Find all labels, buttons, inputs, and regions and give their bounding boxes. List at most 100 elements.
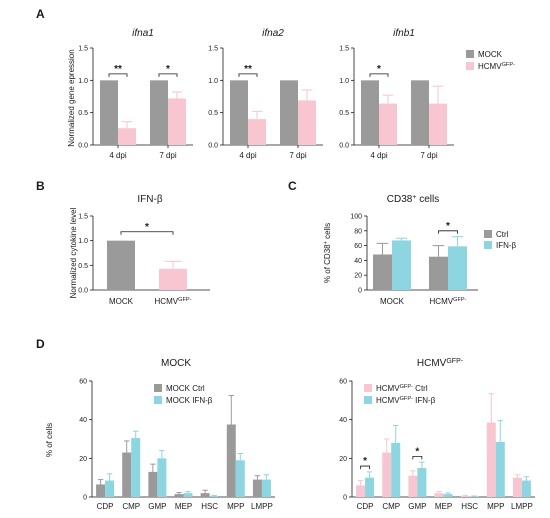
panel-letter-A: A <box>36 7 45 21</box>
bar-hcmv <box>248 119 266 145</box>
y-tick-label: 20 <box>339 456 347 463</box>
chart-title-d-mock: MOCK <box>161 358 191 369</box>
y-tick-label: 20 <box>79 456 87 463</box>
x-tick-label: LMPP <box>511 502 533 511</box>
bar-ctrl <box>382 452 392 497</box>
x-tick-label: HSC <box>461 502 478 511</box>
bar-ctrl <box>356 485 366 497</box>
x-tick-label: GMP <box>408 502 426 511</box>
significance-bracket <box>369 73 389 77</box>
bar-ifnb <box>391 442 401 497</box>
bar-ifnb <box>521 480 531 497</box>
y-tick-label: 0.5 <box>339 110 349 117</box>
bar-ctrl <box>252 479 262 497</box>
y-tick-label: 0 <box>343 495 347 502</box>
x-tick-label: HCMVGFP- <box>430 297 467 306</box>
bar-ctrl <box>460 496 470 497</box>
y-tick-label: 1.0 <box>208 78 218 85</box>
legend-swatch <box>484 230 492 238</box>
legend-label: MOCK Ctrl <box>166 384 205 393</box>
y-tick-label: 60 <box>354 243 362 250</box>
legend-label: MOCK IFN-β <box>166 396 213 405</box>
x-tick-label: CDP <box>357 502 374 511</box>
y-tick-label: 80 <box>354 228 362 235</box>
bar-ifnb <box>209 496 219 497</box>
bar-ctrl <box>200 493 210 497</box>
bar-ifnb <box>417 468 427 497</box>
y-tick-label: 0 <box>83 495 87 502</box>
bar-ifnb <box>469 496 479 497</box>
legend-swatch <box>154 384 162 392</box>
legend-swatch <box>484 241 492 249</box>
significance-label: * <box>363 456 367 467</box>
chart-title-ifnb1: ifnb1 <box>393 28 415 39</box>
x-tick-label: 4 dpi <box>109 151 127 160</box>
legend-swatch <box>154 396 162 404</box>
legend-label: HCMVGFP- Ctrl <box>376 384 428 393</box>
significance-label: * <box>415 446 419 457</box>
x-tick-label: MPP <box>487 502 504 511</box>
bar-ifnb <box>105 480 115 497</box>
bar-ifnb <box>235 460 245 497</box>
y-tick-label: 1.5 <box>78 46 88 53</box>
y-tick-label: 0.5 <box>208 110 218 117</box>
y-tick-label: 1.0 <box>78 238 88 245</box>
chart-title-ifna2: ifna2 <box>262 28 284 39</box>
legend-swatch <box>466 62 474 70</box>
y-tick-label: 40 <box>354 258 362 265</box>
bar-hcmv <box>168 98 186 145</box>
legend-swatch <box>364 384 372 392</box>
chart-title-b: IFN-β <box>137 194 162 205</box>
bar-ifnb <box>443 494 453 497</box>
chart-title-c: CD38+ cells <box>387 194 439 206</box>
significance-bracket <box>158 73 178 77</box>
chart-title-d-hcmv: HCMVGFP- <box>417 358 464 370</box>
x-tick-label: 4 dpi <box>370 151 388 160</box>
x-tick-label: 7 dpi <box>420 151 438 160</box>
bar-ifnb <box>365 477 375 497</box>
panel-letter-D: D <box>36 337 45 351</box>
bar-ifnb <box>495 441 505 497</box>
bar-mock <box>280 80 298 145</box>
bar-ifnb <box>448 246 467 290</box>
bar-ctrl <box>174 494 184 497</box>
significance-label: * <box>145 222 149 233</box>
bar-ctrl <box>512 477 522 497</box>
y-tick-label: 1.5 <box>78 214 88 221</box>
legend-label: MOCK <box>478 50 503 59</box>
x-tick-label: GMP <box>148 502 166 511</box>
bar-ctrl <box>408 475 418 497</box>
bar-ctrl <box>148 471 158 497</box>
bar-mock <box>411 80 429 145</box>
significance-label: * <box>446 221 450 232</box>
y-tick-label: 0.5 <box>78 110 88 117</box>
bar-mock <box>361 80 379 145</box>
x-tick-label: MPP <box>227 502 244 511</box>
significance-bracket <box>120 231 174 235</box>
bar-hcmv <box>429 103 447 145</box>
y-tick-label: 0.0 <box>78 288 88 295</box>
y-axis-title: % of cells <box>45 423 54 457</box>
y-tick-label: 60 <box>339 379 347 386</box>
significance-bracket <box>438 230 458 234</box>
y-tick-label: 20 <box>354 273 362 280</box>
y-tick-label: 60 <box>79 379 87 386</box>
y-tick-label: 0 <box>358 288 362 295</box>
y-tick-label: 0.5 <box>78 263 88 270</box>
bar-ifnb <box>183 493 193 497</box>
significance-label: * <box>377 64 381 75</box>
panel-letter-C: C <box>288 179 297 193</box>
x-tick-label: 7 dpi <box>159 151 177 160</box>
bar-mock <box>107 240 135 290</box>
x-tick-label: HCMVGFP- <box>155 297 192 306</box>
bar-ctrl <box>486 422 496 497</box>
significance-label: * <box>166 64 170 75</box>
bar-ctrl <box>434 493 444 497</box>
bar-ifnb <box>261 479 271 497</box>
x-tick-label: CMP <box>382 502 400 511</box>
bar-ifnb <box>392 240 411 290</box>
bar-ctrl <box>96 484 106 497</box>
significance-label: ** <box>114 64 122 75</box>
legend-label: Ctrl <box>496 230 509 239</box>
significance-bracket <box>238 73 258 77</box>
